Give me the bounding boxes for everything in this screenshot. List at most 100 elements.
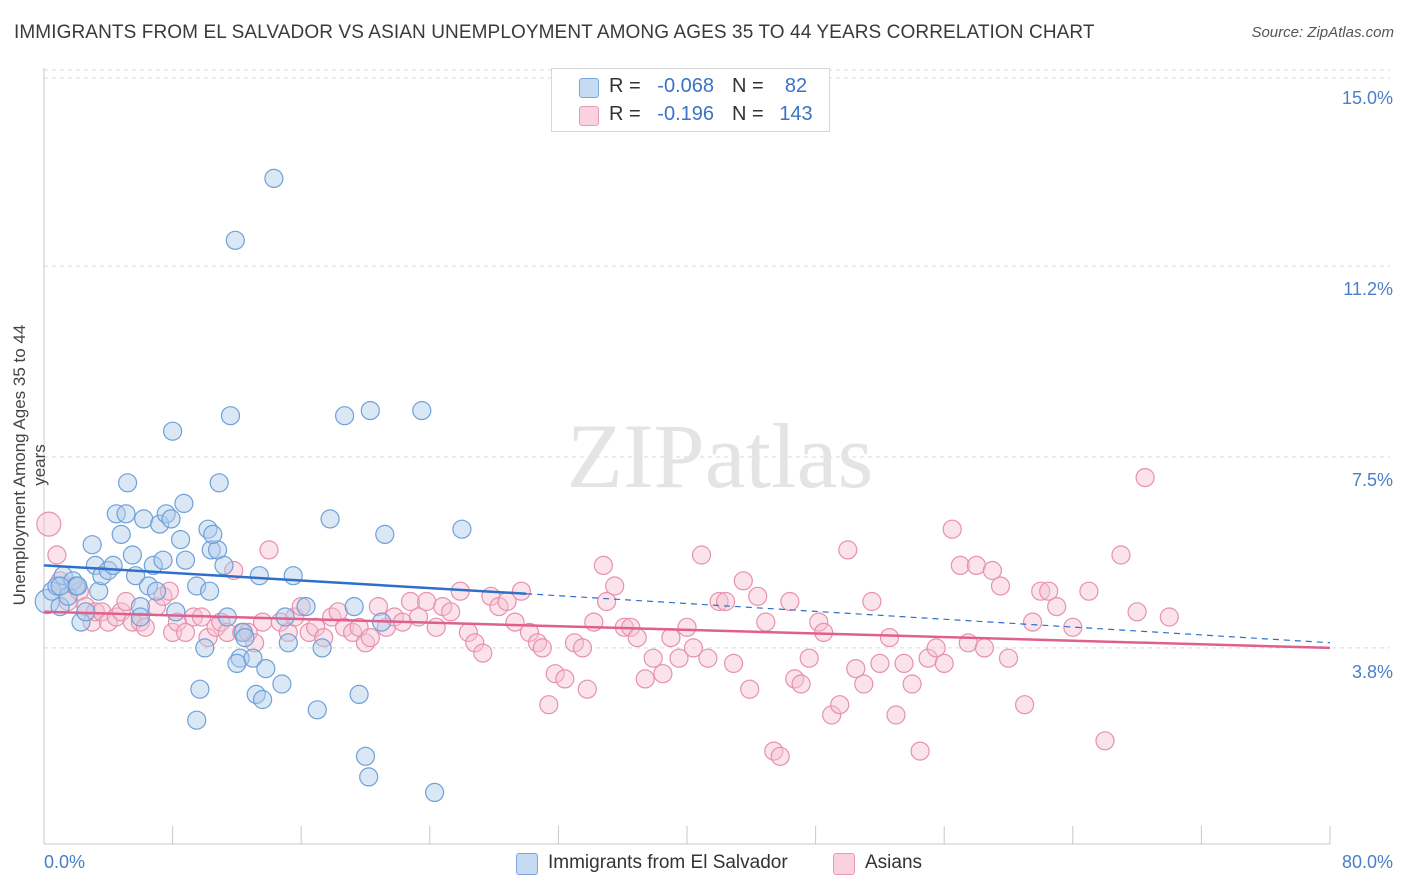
data-point [360,401,380,421]
data-point [355,746,376,766]
y-tick-label: 15.0% [1341,88,1393,108]
data-point [886,705,906,725]
data-point [780,591,800,612]
r-label: R = [609,75,641,97]
r-value: -0.068 [657,75,714,97]
trend-line-asians [43,610,1331,650]
data-point [246,684,266,705]
chart-title: IMMIGRANTS FROM EL SALVADOR VS ASIAN UNE… [14,22,1095,43]
data-point [473,643,493,663]
data-point [519,622,540,643]
data-point [291,596,311,617]
data-point [870,653,890,674]
data-point [830,695,850,715]
data-point [572,638,593,658]
data-point [89,581,109,601]
data-point [171,529,191,550]
data-point [1063,617,1083,637]
data-point [862,591,882,612]
data-point [465,633,485,653]
stats-swatch-pink [579,106,599,126]
data-point [1127,602,1147,622]
data-point [227,653,247,674]
data-point [296,596,316,617]
data-point [412,401,432,421]
data-point [235,627,255,648]
r-value: -0.196 [657,103,714,125]
data-point [764,741,784,761]
data-point [1079,581,1099,601]
data-point [452,519,472,539]
data-point [1111,545,1131,565]
data-point [174,493,194,513]
data-point [799,648,819,668]
data-point [175,622,196,643]
trend-line-el-salvador-extension [526,593,1331,644]
data-point [187,710,207,730]
data-point [441,602,461,622]
data-point [683,638,704,658]
data-point [82,535,102,555]
correlation-stats-box: R = -0.068 N = 82 R = -0.196 N = 143 [551,68,830,132]
data-point [425,782,445,803]
data-point [596,591,617,612]
y-tick-label: 7.5% [1351,470,1393,490]
data-point [166,602,186,622]
data-point [511,581,532,601]
data-point [375,524,395,545]
data-point [400,591,421,612]
data-point [740,679,760,699]
data-point [259,540,279,560]
data-point [283,566,303,586]
data-point [122,545,142,565]
data-point [161,509,181,529]
watermark: ZIPatlas [567,405,874,507]
data-point [505,612,525,632]
y-tick-label: 11.2% [1343,279,1393,299]
data-point [111,524,131,545]
data-point [278,633,298,653]
data-point [709,591,729,612]
n-value: 143 [779,103,813,125]
data-point [116,504,136,524]
data-point [272,674,292,694]
data-point [846,658,866,679]
data-point [117,473,138,493]
data-point [1014,695,1035,715]
x-tick-label-max: 80.0% [1341,852,1393,872]
data-point [249,566,269,586]
data-point [106,504,126,524]
data-point [253,612,273,632]
legend-swatch-blue [516,853,538,875]
data-point [593,555,614,576]
data-point [58,586,78,606]
data-point [359,767,379,787]
data-point [200,581,220,601]
y-tick-label: 3.8% [1351,662,1393,682]
data-point [146,581,167,601]
n-label: N = [732,103,764,125]
data-point [134,509,154,529]
data-point [153,586,173,606]
data-point [635,669,655,689]
data-point [201,540,221,560]
data-point [1135,468,1155,488]
data-point [934,653,954,674]
data-point [756,612,776,632]
data-point [335,406,355,426]
data-point [894,653,914,674]
data-point [577,679,597,699]
data-point [36,511,62,537]
n-label: N = [732,75,764,97]
data-point [942,519,962,539]
data-point [822,705,842,725]
data-point [307,700,327,720]
data-point [153,550,173,570]
data-point [116,591,136,612]
data-point [698,648,718,668]
data-point [770,746,790,766]
data-point [209,473,229,493]
data-point [854,674,874,694]
legend-swatch-pink [833,853,855,875]
asians-points [36,468,1179,766]
